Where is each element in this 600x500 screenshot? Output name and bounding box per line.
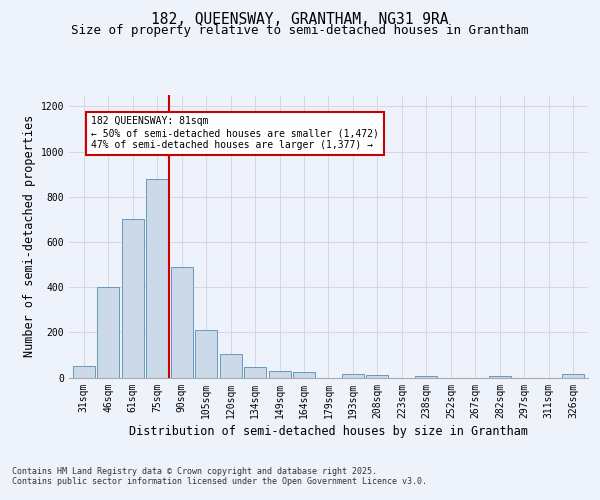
Bar — [562, 374, 584, 378]
Bar — [293, 372, 315, 378]
Y-axis label: Number of semi-detached properties: Number of semi-detached properties — [23, 115, 37, 358]
Bar — [73, 366, 95, 378]
Bar — [146, 178, 168, 378]
Bar — [415, 376, 437, 378]
Bar — [97, 287, 119, 378]
Bar — [170, 267, 193, 378]
Bar — [489, 376, 511, 378]
Text: 182 QUEENSWAY: 81sqm
← 50% of semi-detached houses are smaller (1,472)
47% of se: 182 QUEENSWAY: 81sqm ← 50% of semi-detac… — [91, 116, 379, 150]
Bar — [342, 374, 364, 378]
Text: Contains HM Land Registry data © Crown copyright and database right 2025.: Contains HM Land Registry data © Crown c… — [12, 467, 377, 476]
Bar — [195, 330, 217, 378]
Bar — [269, 370, 290, 378]
Text: 182, QUEENSWAY, GRANTHAM, NG31 9RA: 182, QUEENSWAY, GRANTHAM, NG31 9RA — [151, 12, 449, 28]
Text: Size of property relative to semi-detached houses in Grantham: Size of property relative to semi-detach… — [71, 24, 529, 37]
Bar — [220, 354, 242, 378]
Bar — [244, 366, 266, 378]
X-axis label: Distribution of semi-detached houses by size in Grantham: Distribution of semi-detached houses by … — [129, 424, 528, 438]
Bar — [367, 375, 388, 378]
Bar — [122, 220, 143, 378]
Text: Contains public sector information licensed under the Open Government Licence v3: Contains public sector information licen… — [12, 477, 427, 486]
